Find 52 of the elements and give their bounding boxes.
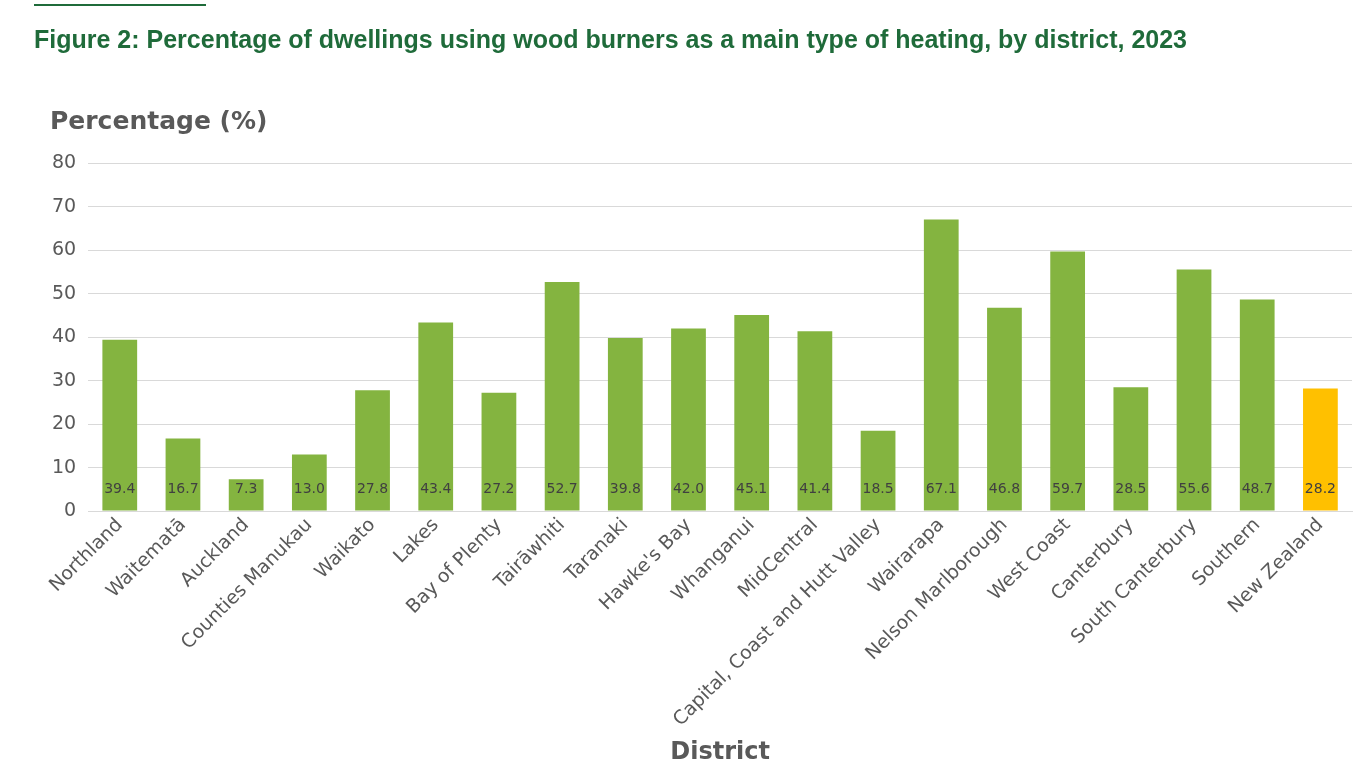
- bar: [797, 331, 833, 511]
- bar: [355, 390, 390, 511]
- data-label: 13.0: [293, 479, 325, 496]
- y-tick-label: 70: [51, 193, 77, 216]
- bar: [481, 392, 517, 511]
- data-label: 27.8: [356, 479, 389, 496]
- bar: [734, 315, 770, 511]
- bar: [607, 338, 643, 511]
- data-label: 45.1: [736, 479, 768, 496]
- y-tick-label: 0: [64, 497, 77, 520]
- data-label: 39.4: [104, 479, 136, 496]
- bar: [1303, 388, 1338, 511]
- bar: [228, 479, 264, 511]
- bar: [102, 339, 138, 511]
- data-label: 7.3: [235, 479, 258, 496]
- y-tick-label: 50: [51, 280, 77, 303]
- data-label: 55.6: [1178, 479, 1210, 496]
- data-label: 46.8: [988, 479, 1021, 496]
- y-tick-label: 60: [51, 237, 77, 260]
- bar: [291, 454, 327, 511]
- data-label: 18.5: [862, 479, 894, 496]
- bar: [544, 282, 580, 511]
- data-label: 43.4: [420, 479, 452, 496]
- chart-title: Figure 2: Percentage of dwellings using wood burners as a main type of heating, by district, 2023: [34, 24, 1189, 54]
- data-label: 16.7: [167, 479, 199, 496]
- data-label: 28.2: [1304, 479, 1336, 496]
- bar: [1239, 299, 1275, 511]
- data-label: 42.0: [672, 479, 705, 496]
- bar: [671, 328, 706, 511]
- data-label: 39.8: [609, 479, 641, 496]
- bar: [860, 430, 896, 511]
- y-tick-label: 10: [51, 454, 77, 477]
- bar: [418, 322, 454, 511]
- bar: [1176, 269, 1212, 511]
- y-tick-label: 30: [51, 367, 77, 390]
- bar: [923, 219, 959, 511]
- y-tick-label: 20: [51, 411, 77, 434]
- bar: [1113, 387, 1149, 511]
- y-axis-title: Percentage (%): [50, 106, 268, 135]
- data-label: 28.5: [1115, 479, 1147, 496]
- data-label: 52.7: [546, 479, 578, 496]
- data-label: 27.2: [483, 479, 515, 496]
- data-label: 41.4: [799, 479, 831, 496]
- bar: [1050, 251, 1086, 511]
- data-label: 67.1: [925, 479, 957, 496]
- data-label: 48.7: [1241, 479, 1273, 496]
- y-tick-label: 80: [51, 150, 77, 173]
- y-tick-label: 40: [51, 324, 77, 347]
- x-axis-title: District: [670, 736, 770, 765]
- bar: [165, 438, 201, 511]
- bar: [987, 307, 1022, 511]
- data-label: 59.7: [1052, 479, 1084, 496]
